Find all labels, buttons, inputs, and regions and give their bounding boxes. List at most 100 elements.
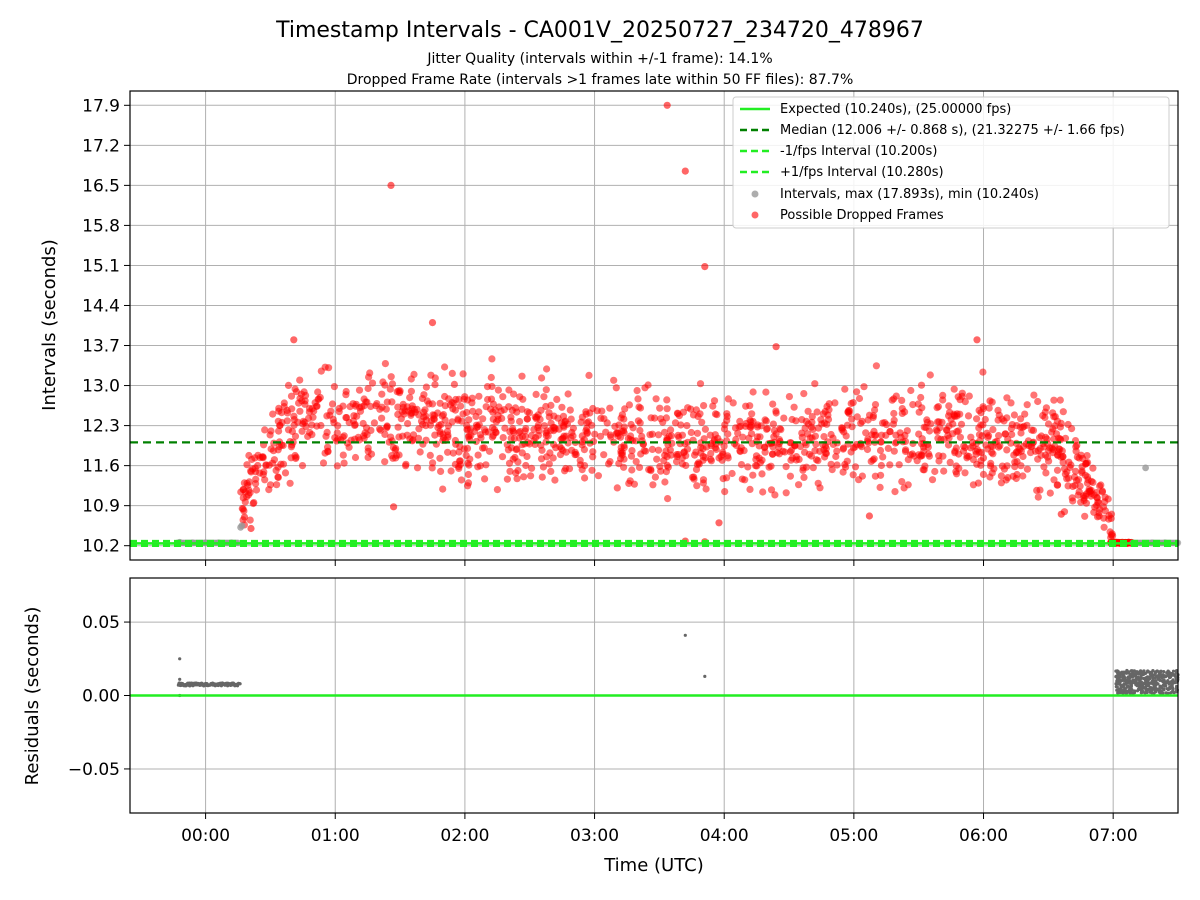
residual-point-463: [1172, 673, 1176, 677]
dropped-frame-point-1113: [330, 419, 338, 427]
dropped-frame-point-835: [1007, 399, 1015, 407]
dropped-frame-point-1333: [352, 402, 360, 410]
dropped-frame-point-681: [387, 373, 395, 381]
dropped-frame-point-608: [627, 452, 636, 460]
dropped-frame-point-388: [1100, 523, 1108, 531]
dropped-frame-point-1252: [394, 423, 402, 431]
dropped-frame-point-138: [1034, 397, 1042, 406]
dropped-frame-point-1331: [940, 467, 948, 475]
legend-entry-plus-fps: +1/fps Interval (10.280s): [780, 165, 944, 180]
dropped-frame-point-1228: [381, 360, 389, 368]
dropped-frame-point-873: [1012, 449, 1020, 457]
dropped-frame-point-1131: [656, 404, 664, 412]
dropped-frame-point-1078: [468, 394, 476, 402]
dropped-frame-point-1035: [1063, 475, 1071, 483]
x-tick-label-7: 07:00: [1089, 826, 1138, 846]
dropped-frame-point-975: [407, 375, 415, 383]
intervals-y-tick-label-6: 14.4: [82, 296, 120, 316]
dropped-frame-point-1408: [721, 421, 729, 429]
dropped-frame-point-1200: [1017, 462, 1025, 470]
dropped-frame-point-696: [696, 380, 705, 388]
dropped-frame-point-1282: [394, 403, 402, 411]
residual-point-528: [1148, 690, 1152, 694]
residual-point-491: [1147, 675, 1151, 679]
legend-swatch-dropped: [751, 211, 759, 219]
dropped-frame-point-864: [620, 455, 628, 463]
dropped-frame-point-1205: [267, 427, 275, 435]
dropped-frame-point-1374: [828, 466, 836, 474]
dropped-frame-point-1177: [489, 408, 497, 416]
dropped-frame-point-1284: [532, 415, 541, 423]
dropped-frame-point-631: [935, 457, 943, 465]
dropped-frame-point-1307: [661, 478, 669, 486]
dropped-frame-point-1042: [1017, 415, 1025, 423]
dropped-frame-point-1410: [945, 402, 953, 410]
dropped-frame-point-1145: [480, 426, 489, 434]
dropped-frame-point-318: [862, 429, 870, 437]
dropped-frame-point-64: [1089, 464, 1097, 472]
dropped-frame-point-1384: [958, 389, 966, 397]
dropped-frame-point-900: [827, 430, 835, 439]
dropped-frame-point-579: [585, 371, 593, 379]
dropped-frame-point-822: [298, 462, 307, 470]
dropped-frame-point-587: [281, 469, 290, 477]
dropped-frame-point-897: [399, 432, 407, 440]
dropped-frame-point-1469: [545, 413, 553, 421]
dropped-frame-point-1362: [545, 460, 553, 468]
dropped-frame-point-952: [512, 469, 520, 477]
dropped-frame-point-1505: [390, 503, 398, 511]
legend-entry-expected: Expected (10.240s), (25.00000 fps): [780, 102, 1011, 117]
intervals-y-ticks: 10.2 10.9 11.6 12.3 13.0 13.7 14.4 15.1 15.8 16.5…: [82, 96, 130, 557]
dropped-frame-point-346: [871, 406, 879, 414]
dropped-frame-point-1171: [909, 401, 917, 409]
dropped-frame-point-1378: [438, 412, 446, 420]
dropped-frame-point-544: [610, 376, 618, 384]
dropped-frame-point-919: [825, 406, 833, 414]
dropped-frame-point-918: [456, 443, 464, 451]
dropped-frame-point-1422: [296, 394, 304, 402]
dropped-frame-point-1459: [415, 411, 423, 419]
dropped-frame-point-879: [997, 472, 1006, 480]
dropped-frame-point-1272: [499, 393, 507, 401]
dropped-frame-point-1275: [288, 427, 296, 435]
dropped-frame-point-261: [564, 390, 572, 398]
residual-point-481: [1163, 674, 1167, 678]
dropped-frame-point-1217: [683, 445, 692, 453]
dropped-frame-point-1354: [1042, 433, 1050, 441]
residuals-y-tick-label-0: −0.05: [68, 760, 120, 780]
dropped-frame-point-693: [630, 480, 639, 488]
dropped-frame-point-874: [767, 486, 776, 494]
residual-point-495: [1169, 673, 1173, 677]
dropped-frame-point-1424: [1053, 466, 1062, 474]
dropped-frame-point-1350: [969, 481, 978, 489]
dropped-frame-point-1135: [551, 476, 559, 484]
dropped-frame-point-1442: [841, 385, 849, 393]
dropped-frame-point-1327: [663, 453, 671, 461]
dropped-frame-point-507: [780, 414, 788, 422]
dropped-frame-point-1429: [252, 475, 260, 483]
dropped-frame-point-1300: [300, 388, 308, 396]
residual-point-418: [1162, 687, 1166, 691]
dropped-frame-point-126: [890, 447, 898, 455]
residual-point-524: [1139, 677, 1143, 681]
dropped-frame-point-1413: [1101, 507, 1109, 515]
residual-point-534: [1157, 670, 1161, 675]
dropped-frame-point-1225: [1049, 425, 1057, 433]
residual-point-538: [1122, 671, 1126, 675]
dropped-frame-point-1138: [451, 406, 459, 414]
dropped-frame-point-997: [1108, 530, 1116, 538]
dropped-frame-point-1466: [613, 429, 621, 437]
dropped-frame-point-797: [813, 408, 821, 416]
dropped-frame-point-1370: [360, 402, 368, 410]
dropped-frame-point-1498: [273, 481, 281, 489]
dropped-frame-point-749: [437, 467, 445, 475]
dropped-frame-point-156: [649, 481, 657, 489]
dropped-frame-point-1492: [566, 406, 574, 414]
dropped-frame-point-836: [786, 472, 795, 480]
intervals-y-tick-label-9: 16.5: [82, 176, 120, 196]
dropped-frame-point-183: [364, 384, 372, 393]
residual-point-510: [1118, 691, 1122, 695]
dropped-frame-point-383: [800, 473, 808, 481]
dropped-frame-point-676: [593, 407, 601, 415]
dropped-frame-point-1476: [693, 460, 702, 468]
